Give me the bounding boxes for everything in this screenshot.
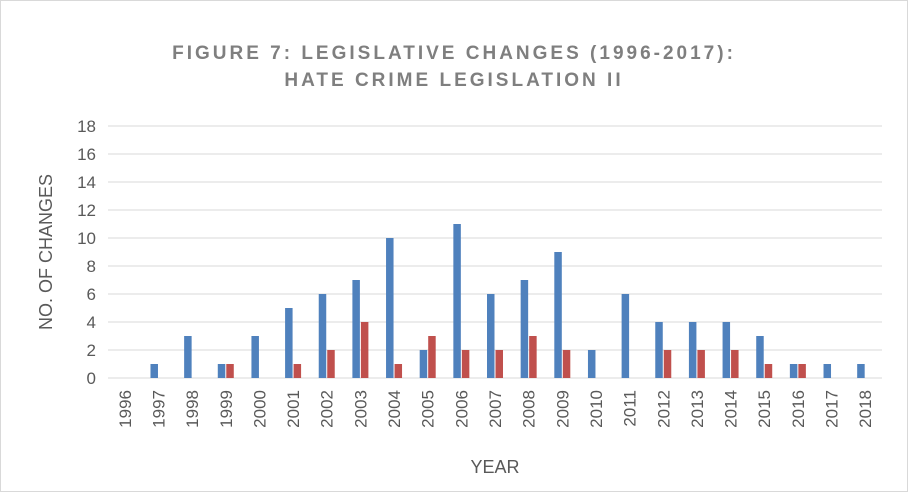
chart-title: FIGURE 7: LEGISLATIVE CHANGES (1996-2017… — [0, 40, 908, 94]
x-tick-label: 2000 — [250, 390, 269, 428]
bar-series-1-2014 — [722, 322, 731, 378]
bar-series-2-2008 — [529, 336, 537, 378]
y-tick-label: 14 — [77, 173, 96, 192]
x-tick-label: 2007 — [486, 390, 505, 428]
bar-series-2-2014 — [731, 350, 739, 378]
bar-series-2-2015 — [764, 364, 773, 378]
bar-series-2-2016 — [798, 364, 806, 378]
x-tick-label: 2002 — [318, 390, 337, 428]
bar-series-1-1998 — [184, 336, 192, 378]
x-tick-label: 2013 — [688, 390, 707, 428]
bar-series-1-2017 — [823, 364, 832, 378]
x-tick-label: 2009 — [553, 390, 572, 428]
bar-series-1-2012 — [655, 322, 663, 378]
bar-series-1-2011 — [621, 294, 630, 378]
chart-title-line-1: FIGURE 7: LEGISLATIVE CHANGES (1996-2017… — [172, 43, 736, 64]
x-tick-label: 2012 — [654, 390, 673, 428]
bar-series-1-2016 — [789, 364, 798, 378]
bar-series-2-2001 — [293, 364, 302, 378]
x-axis-label: YEAR — [470, 457, 519, 477]
bar-series-2-2007 — [495, 350, 503, 378]
bar-series-2-2003 — [360, 322, 369, 378]
x-tick-label: 2016 — [789, 390, 808, 428]
bar-series-2-2004 — [394, 364, 403, 378]
bar-series-1-2003 — [352, 280, 360, 378]
y-tick-label: 12 — [77, 201, 96, 220]
x-tick-label: 2017 — [823, 390, 842, 428]
x-tick-label: 2003 — [351, 390, 370, 428]
bar-series-1-2010 — [587, 350, 596, 378]
bar-series-2-2002 — [327, 350, 335, 378]
x-tick-label: 1997 — [149, 390, 168, 428]
bar-series-1-2018 — [857, 364, 865, 378]
bar-series-1-2015 — [756, 336, 764, 378]
bar-series-1-1997 — [150, 364, 158, 378]
bar-series-1-2005 — [419, 350, 428, 378]
x-tick-label: 2006 — [452, 390, 471, 428]
y-axis-label: NO. OF CHANGES — [36, 174, 56, 330]
bar-series-1-2001 — [285, 308, 293, 378]
y-tick-label: 4 — [87, 313, 96, 332]
y-tick-label: 16 — [77, 145, 96, 164]
bar-series-1-2000 — [251, 336, 259, 378]
bar-series-2-2013 — [697, 350, 705, 378]
y-tick-label: 10 — [77, 229, 96, 248]
y-tick-labels: 0 2 4 6 8 10 12 14 16 18 — [77, 117, 96, 388]
bar-series-1-2007 — [487, 294, 495, 378]
x-tick-label: 2014 — [722, 390, 741, 428]
bars — [150, 224, 865, 378]
x-tick-label: 1999 — [217, 390, 236, 428]
bar-series-2-2006 — [461, 350, 470, 378]
bar-series-1-2013 — [688, 322, 697, 378]
bar-series-2-2005 — [428, 336, 436, 378]
x-tick-label: 2010 — [587, 390, 606, 428]
x-tick-label: 2018 — [856, 390, 875, 428]
x-tick-label: 1998 — [183, 390, 202, 428]
y-tick-label: 0 — [87, 369, 96, 388]
x-tick-label: 2008 — [520, 390, 539, 428]
x-tick-label: 2004 — [385, 390, 404, 428]
chart-title-line-2: HATE CRIME LEGISLATION II — [284, 70, 624, 91]
x-tick-labels: 1996 1997 1998 1999 2000 2001 2002 2003 2004 2005… — [116, 390, 875, 428]
x-tick-label: 1996 — [116, 390, 135, 428]
x-tick-label: 2015 — [755, 390, 774, 428]
bar-series-1-2006 — [453, 224, 461, 378]
bar-series-1-2004 — [386, 238, 394, 378]
bar-series-2-2012 — [663, 350, 672, 378]
bar-series-1-1999 — [217, 364, 226, 378]
x-tick-label: 2005 — [419, 390, 438, 428]
bar-series-2-1999 — [226, 364, 234, 378]
bar-series-2-2009 — [562, 350, 571, 378]
bar-series-1-2009 — [554, 252, 562, 378]
bar-series-1-2008 — [520, 280, 529, 378]
y-tick-label: 8 — [87, 257, 96, 276]
x-tick-label: 2001 — [284, 390, 303, 428]
y-tick-label: 18 — [77, 117, 96, 136]
bar-series-1-2002 — [318, 294, 327, 378]
gridlines — [108, 125, 882, 379]
y-tick-label: 6 — [87, 285, 96, 304]
x-tick-label: 2011 — [621, 390, 640, 427]
y-tick-label: 2 — [87, 341, 96, 360]
